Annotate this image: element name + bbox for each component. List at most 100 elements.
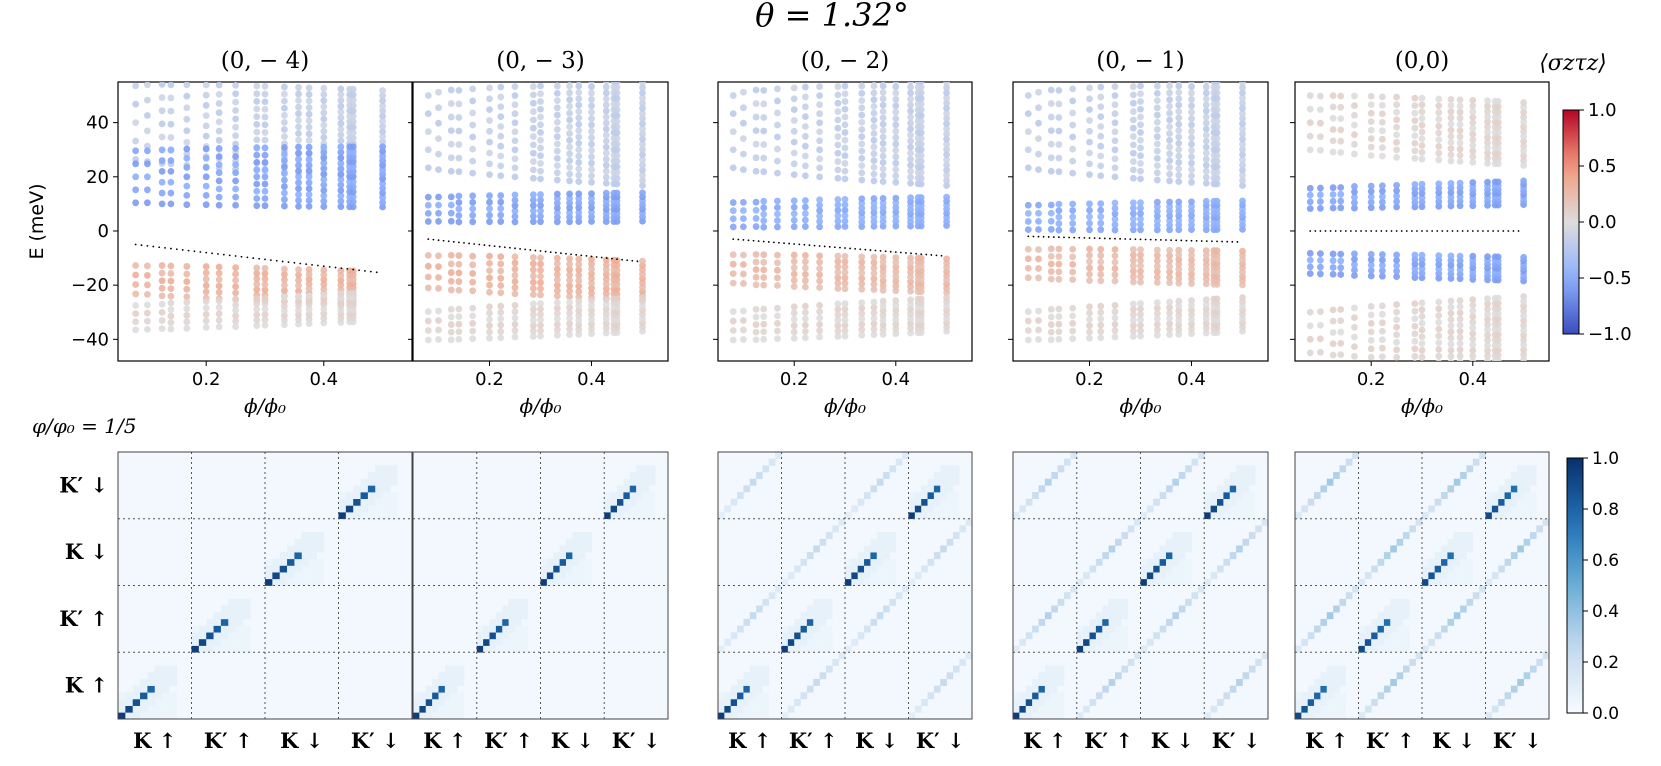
scatter-point — [511, 253, 519, 261]
scatter-point — [588, 178, 595, 186]
scatter-point — [879, 312, 887, 319]
scatter-point — [841, 285, 849, 293]
heatmap-cell — [876, 558, 884, 566]
scatter-point — [1378, 144, 1386, 152]
scatter-point — [1329, 329, 1337, 336]
heatmap-cell — [345, 492, 354, 500]
scatter-point — [1306, 270, 1314, 278]
scatter-point — [613, 261, 621, 269]
x-tick-label: 0.2 — [475, 369, 504, 390]
heatmap-cell — [756, 698, 763, 706]
flat-band-point — [631, 259, 634, 262]
scatter-point — [943, 135, 950, 143]
scatter-point — [1307, 363, 1314, 370]
scatter-point — [320, 271, 328, 279]
flat-band-point — [757, 240, 760, 243]
scatter-point — [320, 91, 328, 98]
scatter-point — [566, 177, 573, 185]
scatter-point — [253, 158, 261, 166]
heatmap-cell — [1121, 632, 1129, 640]
scatter-point — [469, 157, 477, 165]
scatter-point — [1111, 215, 1119, 223]
scatter-point — [253, 269, 261, 277]
heatmap-cell — [1396, 632, 1404, 640]
scatter-point — [529, 212, 537, 220]
flat-band-point — [498, 245, 501, 248]
scatter-point — [1097, 321, 1105, 329]
heatmap-cell — [444, 685, 452, 693]
scatter-point — [435, 317, 442, 324]
scatter-point — [870, 157, 878, 165]
scatter-point — [613, 169, 621, 176]
flat-band-point — [1114, 237, 1116, 240]
scatter-point — [816, 320, 823, 328]
heatmap-cell — [1083, 645, 1090, 653]
scatter-point — [1418, 306, 1426, 314]
heatmap-cell — [813, 605, 820, 613]
scatter-point — [1047, 275, 1055, 283]
heatmap-cell — [1333, 672, 1340, 680]
scatter-point — [512, 74, 519, 81]
heatmap-cell — [375, 498, 383, 506]
scatter-point — [537, 136, 544, 144]
scatter-point — [281, 144, 288, 151]
scatter-point — [834, 201, 842, 209]
scatter-point — [1306, 322, 1314, 330]
scatter-point — [1137, 316, 1144, 324]
flat-band-point — [217, 253, 219, 255]
scatter-point — [435, 193, 442, 201]
scatter-point — [232, 301, 240, 309]
scatter-point — [760, 274, 768, 281]
heatmap-cell — [375, 492, 383, 500]
scatter-point — [816, 119, 823, 127]
heatmap-cell — [902, 585, 909, 593]
scatter-point — [1175, 270, 1183, 278]
heatmap-cell — [617, 485, 624, 493]
scatter-point — [566, 157, 573, 165]
heatmap-cell — [566, 565, 573, 573]
heatmap-cell — [629, 492, 637, 500]
scatter-point — [1153, 82, 1161, 90]
heatmap-cell — [140, 705, 148, 713]
heatmap-cell — [1510, 485, 1518, 493]
heatmap-cell — [921, 492, 928, 500]
scatter-point — [202, 201, 210, 209]
scatter-point — [132, 281, 140, 288]
scatter-point — [774, 85, 781, 93]
heatmap-cell — [1345, 592, 1353, 600]
scatter-point — [447, 251, 455, 259]
scatter-point — [1175, 321, 1183, 329]
scatter-point — [1086, 334, 1093, 342]
scatter-point — [529, 149, 537, 157]
scatter-point — [1069, 200, 1077, 208]
heatmap-cell — [389, 512, 398, 520]
scatter-point — [455, 286, 463, 294]
scatter-point — [1378, 302, 1386, 310]
flat-band-point — [1200, 240, 1203, 242]
scatter-point — [447, 113, 455, 121]
heatmap-cell — [787, 625, 795, 633]
scatter-point — [1175, 120, 1183, 128]
scatter-point — [1411, 352, 1419, 360]
heatmap-cell — [316, 578, 325, 586]
heatmap-cell — [457, 705, 465, 713]
scatter-point — [588, 265, 595, 273]
scatter-point — [943, 99, 950, 107]
heatmap-cell — [1229, 485, 1237, 493]
scatter-point — [167, 157, 175, 164]
scatter-point — [1055, 313, 1063, 320]
scatter-point — [1035, 166, 1042, 174]
scatter-point — [1047, 268, 1055, 275]
scatter-point — [879, 139, 887, 147]
flat-band-point — [1236, 241, 1239, 243]
heatmap-cell — [781, 632, 789, 640]
scatter-point — [588, 166, 595, 173]
scatter-point — [320, 127, 328, 135]
scatter-point — [167, 134, 175, 141]
heatmap-cell — [908, 712, 916, 720]
heatmap-cell — [1326, 678, 1334, 686]
heatmap-cell — [762, 678, 770, 686]
scatter-point — [588, 121, 595, 129]
heatmap-cell — [287, 552, 295, 560]
scatter-point — [183, 311, 191, 319]
